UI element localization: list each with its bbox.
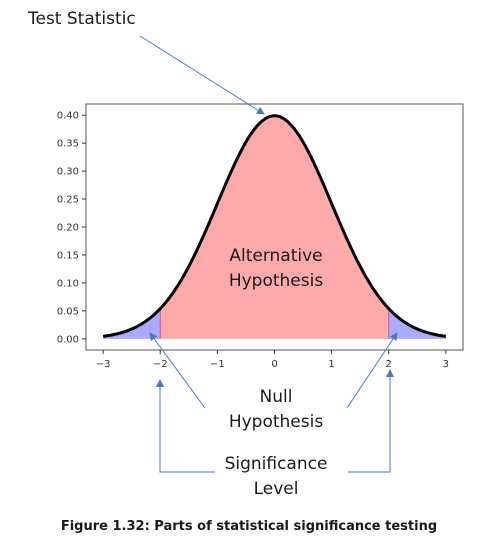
y-tick-label: 0.40 [57, 111, 79, 122]
x-tick-label: 0 [271, 359, 277, 370]
figure-caption: Figure 1.32: Parts of statistical signif… [61, 519, 437, 534]
alternative-hypothesis-label-line1: Alternative [229, 246, 322, 266]
null-arrow-left [149, 332, 206, 409]
x-tick-label: −3 [96, 359, 111, 370]
x-tick-label: −2 [153, 359, 168, 370]
y-tick-label: 0.10 [57, 278, 79, 289]
x-tick-label: 1 [328, 359, 334, 370]
y-tick-label: 0.05 [57, 306, 79, 317]
y-tick-label: 0.25 [57, 195, 79, 206]
significance-level-label-line1: Significance [225, 454, 328, 474]
x-axis-ticks: −3 −2 −1 0 1 2 3 [96, 350, 449, 370]
y-tick-label: 0.35 [57, 139, 79, 150]
density-curve [102, 114, 447, 338]
curve-layer [102, 114, 447, 338]
x-tick-label: 3 [443, 359, 449, 370]
region-fills [103, 115, 446, 339]
y-tick-label: 0.15 [57, 250, 79, 261]
null-hypothesis-label-line1: Null [260, 387, 293, 407]
y-tick-label: 0.00 [57, 334, 79, 345]
x-tick-label: −1 [210, 359, 225, 370]
significance-arrow-left [156, 379, 215, 473]
y-tick-label: 0.20 [57, 223, 79, 234]
region-fill-1 [160, 115, 389, 339]
test-statistic-arrow [139, 35, 265, 115]
y-tick-label: 0.30 [57, 167, 79, 178]
region-fill-0 [103, 308, 161, 339]
alternative-hypothesis-label-line2: Hypothesis [229, 271, 324, 291]
significance-level-label-line2: Level [254, 479, 299, 499]
significance-arrow-right [348, 369, 394, 473]
test-statistic-label: Test Statistic [27, 9, 136, 29]
region-fill-2 [388, 308, 446, 339]
null-arrow-right [346, 332, 398, 409]
y-axis-ticks: 0.00 0.05 0.10 0.15 0.20 0.25 0.30 0.35 0.40 [57, 111, 86, 345]
x-tick-label: 2 [386, 359, 392, 370]
null-hypothesis-label-line2: Hypothesis [229, 412, 324, 432]
